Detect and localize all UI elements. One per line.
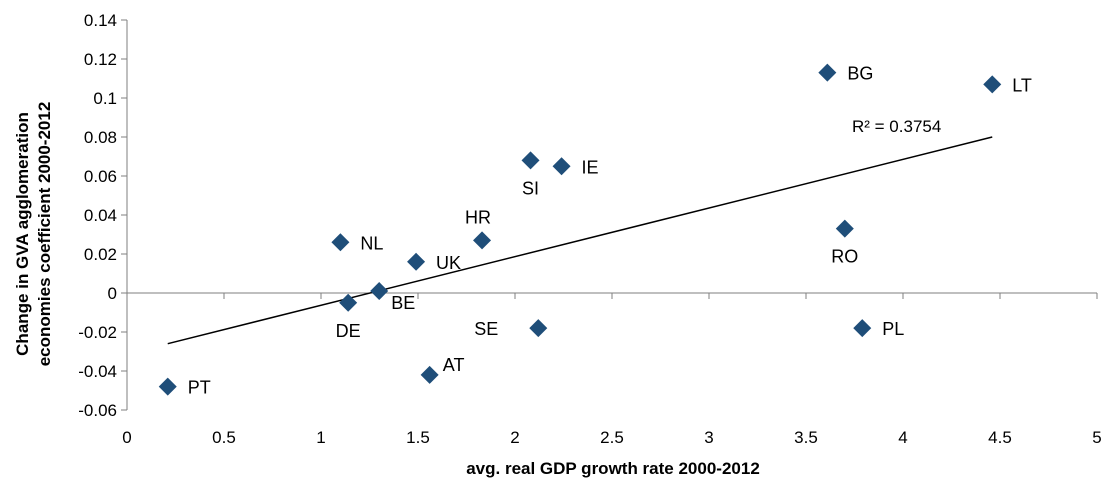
data-point-bg (818, 63, 837, 82)
point-label-hr: HR (465, 207, 491, 227)
x-axis-title: avg. real GDP growth rate 2000-2012 (466, 459, 760, 478)
axes: -0.06 -0.04 -0.02 0 0.02 0.04 0.06 0.08 0.1 0.12 0… (78, 11, 1101, 447)
y-tick-label: 0.12 (84, 50, 117, 69)
x-tick-label: 1.5 (406, 428, 430, 447)
x-tick-label: 1 (316, 428, 325, 447)
point-label-lt: LT (1012, 75, 1032, 95)
data-point-be (370, 282, 389, 301)
point-label-pt: PT (188, 378, 211, 398)
x-tick-label: 4 (898, 428, 907, 447)
data-point-pl (853, 319, 872, 338)
data-point-pt (158, 377, 177, 396)
point-label-de: DE (336, 321, 361, 341)
data-point-nl (331, 233, 350, 252)
x-tick-label: 0 (122, 428, 131, 447)
point-label-be: BE (391, 293, 415, 313)
point-label-ro: RO (831, 247, 858, 267)
point-label-uk: UK (436, 253, 461, 273)
y-tick-label: 0 (108, 284, 117, 303)
y-tick-label: -0.02 (78, 323, 117, 342)
point-label-ie: IE (582, 157, 599, 177)
x-tick-label: 2.5 (600, 428, 624, 447)
y-tick-label: 0.14 (84, 11, 117, 30)
y-tick-label: 0.02 (84, 245, 117, 264)
y-axis-title-line-2: economies coefficient 2000-2012 (35, 102, 54, 367)
y-tick-label: 0.08 (84, 128, 117, 147)
data-point-se (529, 319, 548, 338)
y-axis-title-line-1: Change in GVA agglomeration (13, 112, 32, 356)
data-point-si (521, 151, 540, 170)
x-tick-label: 5 (1092, 428, 1101, 447)
data-point-hr (473, 231, 492, 250)
points-group: PT NL DE BE UK AT HR SI SE IE BG RO PL LT (158, 63, 1032, 398)
point-label-nl: NL (360, 233, 383, 253)
x-tick-label: 3.5 (794, 428, 818, 447)
y-tick-label: -0.04 (78, 362, 117, 381)
point-label-bg: BG (847, 64, 873, 84)
trendline (167, 136, 993, 345)
y-tick-label: 0.04 (84, 206, 117, 225)
data-point-de (339, 293, 358, 312)
x-tick-label: 0.5 (212, 428, 236, 447)
y-axis-title-group: Change in GVA agglomeration economies co… (13, 102, 54, 367)
trendline-group (167, 136, 993, 345)
x-tick-label: 4.5 (988, 428, 1012, 447)
data-point-uk (407, 252, 426, 271)
data-point-ie (552, 157, 571, 176)
y-tick-label: 0.06 (84, 167, 117, 186)
data-point-lt (983, 75, 1002, 94)
y-tick-label: -0.06 (78, 401, 117, 420)
x-tick-label: 3 (704, 428, 713, 447)
point-label-pl: PL (882, 319, 904, 339)
point-label-si: SI (522, 178, 539, 198)
x-tick-label: 2 (510, 428, 519, 447)
point-label-se: SE (474, 319, 498, 339)
data-point-ro (835, 219, 854, 238)
data-point-at (420, 365, 439, 384)
r-squared-annotation: R² = 0.3754 (852, 117, 941, 136)
point-label-at: AT (443, 355, 465, 375)
y-tick-label: 0.1 (93, 89, 117, 108)
